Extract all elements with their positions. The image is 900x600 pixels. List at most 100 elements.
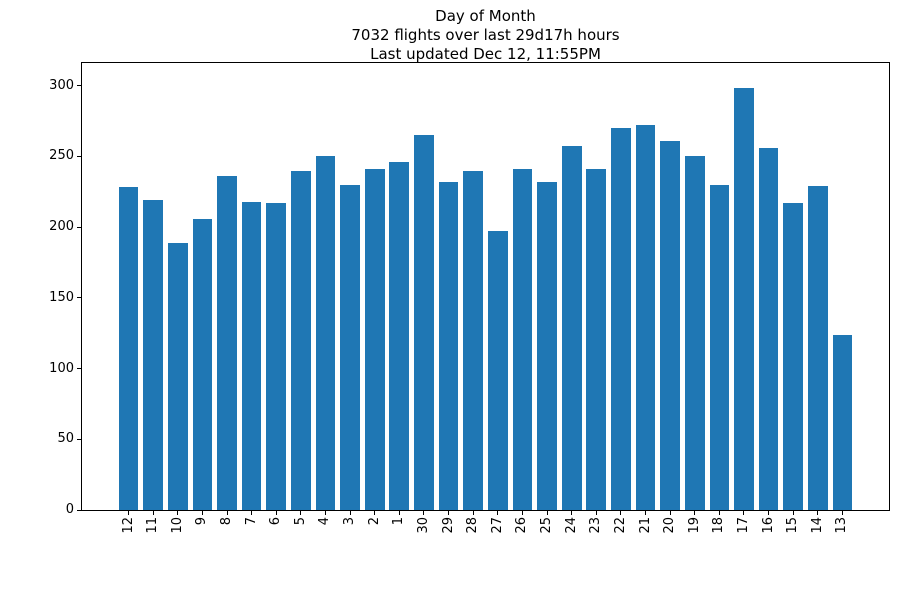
x-tick-mark-8 xyxy=(226,511,228,515)
x-tick-label-30: 30 xyxy=(415,517,431,534)
x-tick-label-18: 18 xyxy=(711,517,727,534)
bar-day-30 xyxy=(414,135,434,510)
bar-day-7 xyxy=(241,201,262,510)
x-tick-label-16: 16 xyxy=(760,517,776,534)
x-tick-label-7: 7 xyxy=(243,517,259,526)
y-tick-mark-300 xyxy=(77,85,81,87)
x-tick-label-9: 9 xyxy=(194,517,210,526)
x-tick-mark-16 xyxy=(768,511,770,515)
x-tick-label-19: 19 xyxy=(686,517,702,534)
x-tick-label-8: 8 xyxy=(219,517,234,526)
x-tick-label-13: 13 xyxy=(834,517,850,534)
bar-day-26 xyxy=(512,169,533,510)
x-tick-label-29: 29 xyxy=(440,517,456,534)
bar-day-23 xyxy=(586,169,607,510)
x-tick-mark-11 xyxy=(152,511,154,515)
x-tick-mark-6 xyxy=(275,511,277,515)
x-tick-label-27: 27 xyxy=(489,517,505,534)
x-tick-mark-18 xyxy=(718,511,720,515)
x-tick-label-28: 28 xyxy=(465,517,481,534)
x-tick-mark-7 xyxy=(251,511,253,515)
bar-day-20 xyxy=(660,140,680,510)
bar-day-22 xyxy=(611,128,631,510)
x-tick-label-1: 1 xyxy=(391,517,407,526)
x-tick-label-10: 10 xyxy=(169,517,185,534)
bar-day-13 xyxy=(832,334,853,510)
x-tick-mark-13 xyxy=(841,511,843,515)
bar-day-16 xyxy=(758,147,779,510)
y-tick-label-0: 0 xyxy=(65,502,74,517)
x-tick-label-4: 4 xyxy=(317,517,333,526)
x-tick-mark-29 xyxy=(448,511,450,515)
bar-day-10 xyxy=(167,242,188,510)
bar-day-29 xyxy=(438,181,459,510)
x-tick-label-2: 2 xyxy=(366,517,382,526)
x-tick-mark-5 xyxy=(300,511,302,515)
x-tick-label-15: 15 xyxy=(785,517,801,534)
x-tick-mark-14 xyxy=(817,511,819,515)
x-tick-mark-15 xyxy=(792,511,794,515)
x-tick-mark-21 xyxy=(645,511,647,515)
x-tick-label-6: 6 xyxy=(268,517,284,526)
bar-day-6 xyxy=(266,203,287,510)
y-tick-label-150: 150 xyxy=(49,289,74,305)
bar-day-15 xyxy=(783,203,804,510)
x-tick-mark-19 xyxy=(694,511,696,515)
bar-day-19 xyxy=(684,156,705,510)
chart-subtitle: 7032 flights over last 29d17h hours xyxy=(351,26,620,44)
bar-day-28 xyxy=(463,170,484,510)
x-tick-label-24: 24 xyxy=(563,517,579,534)
x-tick-label-5: 5 xyxy=(292,517,308,526)
chart-title-block: Day of Month 7032 flights over last 29d1… xyxy=(81,7,890,64)
x-tick-mark-10 xyxy=(177,511,179,515)
bar-day-25 xyxy=(537,181,557,510)
x-tick-mark-3 xyxy=(349,511,351,515)
bar-day-2 xyxy=(364,169,385,510)
y-tick-mark-0 xyxy=(77,509,81,511)
bar-day-12 xyxy=(118,187,139,510)
x-tick-label-3: 3 xyxy=(342,517,358,526)
x-tick-mark-30 xyxy=(423,511,425,515)
bar-day-17 xyxy=(734,88,754,510)
y-tick-mark-50 xyxy=(77,438,81,440)
bar-day-5 xyxy=(291,170,311,510)
x-tick-mark-24 xyxy=(571,511,573,515)
y-tick-mark-150 xyxy=(77,297,81,299)
bar-day-27 xyxy=(487,231,508,510)
y-tick-label-100: 100 xyxy=(49,360,74,376)
bar-day-3 xyxy=(340,184,360,510)
x-tick-mark-27 xyxy=(497,511,499,515)
x-tick-mark-17 xyxy=(743,511,745,515)
x-tick-mark-4 xyxy=(324,511,326,515)
x-tick-label-17: 17 xyxy=(735,517,751,534)
chart-last-updated: Last updated Dec 12, 11:55PM xyxy=(370,45,601,63)
x-tick-label-11: 11 xyxy=(145,517,161,534)
x-tick-mark-12 xyxy=(128,511,130,515)
y-tick-label-250: 250 xyxy=(49,148,74,164)
y-tick-mark-200 xyxy=(77,226,81,228)
x-tick-mark-1 xyxy=(398,511,400,515)
bar-day-21 xyxy=(635,125,656,510)
y-tick-label-50: 50 xyxy=(57,431,74,447)
y-tick-label-300: 300 xyxy=(49,77,74,93)
bar-day-9 xyxy=(192,218,213,510)
bar-day-14 xyxy=(808,186,828,510)
x-tick-label-21: 21 xyxy=(637,517,653,534)
y-tick-mark-250 xyxy=(77,155,81,157)
y-tick-label-200: 200 xyxy=(49,219,74,235)
x-tick-mark-2 xyxy=(374,511,376,515)
x-tick-mark-20 xyxy=(669,511,671,515)
x-tick-label-22: 22 xyxy=(612,517,628,534)
y-tick-mark-100 xyxy=(77,368,81,370)
bar-day-1 xyxy=(389,162,410,510)
x-tick-label-20: 20 xyxy=(662,517,678,534)
x-tick-label-26: 26 xyxy=(514,517,530,534)
x-tick-mark-28 xyxy=(472,511,474,515)
bar-day-11 xyxy=(143,200,163,510)
x-tick-mark-23 xyxy=(595,511,597,515)
x-tick-mark-9 xyxy=(201,511,203,515)
x-tick-label-14: 14 xyxy=(809,517,825,534)
x-tick-mark-25 xyxy=(546,511,548,515)
bar-day-18 xyxy=(709,184,730,510)
